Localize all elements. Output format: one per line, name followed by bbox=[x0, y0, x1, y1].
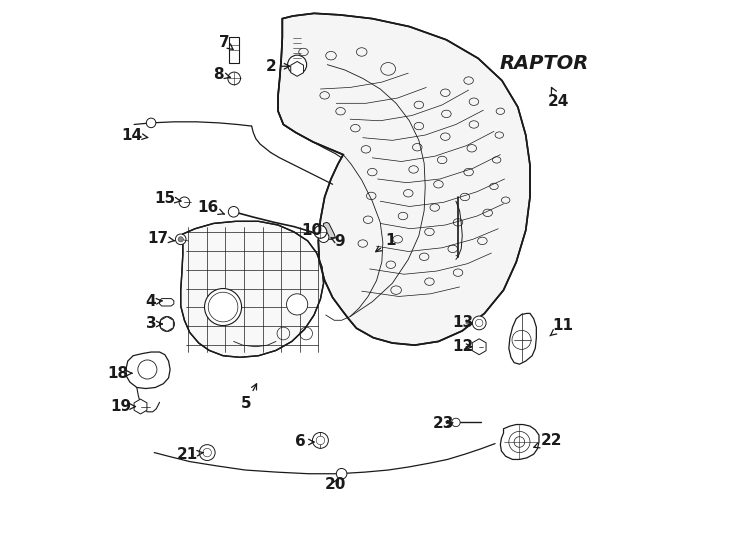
Polygon shape bbox=[126, 352, 170, 389]
Circle shape bbox=[228, 206, 239, 217]
Text: 17: 17 bbox=[148, 231, 175, 246]
Bar bbox=[229, 37, 239, 63]
Text: 14: 14 bbox=[121, 127, 148, 143]
Circle shape bbox=[159, 316, 175, 332]
Circle shape bbox=[336, 468, 347, 479]
Text: 12: 12 bbox=[453, 339, 474, 354]
Text: 8: 8 bbox=[214, 67, 230, 82]
Circle shape bbox=[203, 448, 211, 457]
Text: 2: 2 bbox=[265, 59, 290, 74]
Text: 23: 23 bbox=[433, 416, 454, 431]
Text: 24: 24 bbox=[548, 87, 570, 109]
Polygon shape bbox=[181, 221, 324, 357]
Text: 4: 4 bbox=[146, 294, 162, 309]
Text: RAPTOR: RAPTOR bbox=[500, 54, 589, 73]
Polygon shape bbox=[278, 14, 530, 345]
Circle shape bbox=[288, 55, 307, 74]
Circle shape bbox=[319, 232, 329, 242]
Circle shape bbox=[472, 316, 486, 330]
Text: 20: 20 bbox=[324, 477, 346, 492]
Text: 3: 3 bbox=[146, 316, 162, 332]
Text: 22: 22 bbox=[534, 433, 562, 448]
Circle shape bbox=[138, 360, 157, 379]
Circle shape bbox=[146, 118, 156, 127]
Circle shape bbox=[316, 436, 324, 444]
Polygon shape bbox=[291, 62, 304, 76]
Circle shape bbox=[228, 72, 241, 85]
Text: 19: 19 bbox=[110, 399, 135, 414]
Circle shape bbox=[314, 226, 327, 238]
Text: 5: 5 bbox=[241, 384, 257, 411]
Polygon shape bbox=[472, 339, 486, 355]
Text: 1: 1 bbox=[376, 233, 396, 252]
Polygon shape bbox=[509, 313, 537, 364]
Text: 10: 10 bbox=[301, 223, 322, 238]
Polygon shape bbox=[134, 399, 147, 414]
Circle shape bbox=[286, 294, 308, 315]
Circle shape bbox=[205, 288, 241, 326]
Polygon shape bbox=[501, 424, 539, 460]
Circle shape bbox=[451, 418, 460, 427]
Text: 18: 18 bbox=[108, 366, 132, 381]
Polygon shape bbox=[161, 316, 173, 332]
Text: 9: 9 bbox=[331, 234, 345, 249]
Text: 11: 11 bbox=[550, 318, 573, 336]
Circle shape bbox=[178, 237, 184, 242]
Polygon shape bbox=[159, 299, 174, 306]
Circle shape bbox=[313, 433, 328, 448]
Circle shape bbox=[199, 444, 215, 461]
Text: 7: 7 bbox=[219, 35, 233, 50]
Text: 21: 21 bbox=[176, 447, 203, 462]
Text: 15: 15 bbox=[154, 191, 181, 206]
Text: 13: 13 bbox=[453, 315, 474, 330]
Polygon shape bbox=[324, 222, 335, 239]
Text: 6: 6 bbox=[296, 435, 314, 449]
Circle shape bbox=[179, 197, 189, 207]
Text: 16: 16 bbox=[197, 200, 225, 215]
Circle shape bbox=[175, 234, 186, 245]
